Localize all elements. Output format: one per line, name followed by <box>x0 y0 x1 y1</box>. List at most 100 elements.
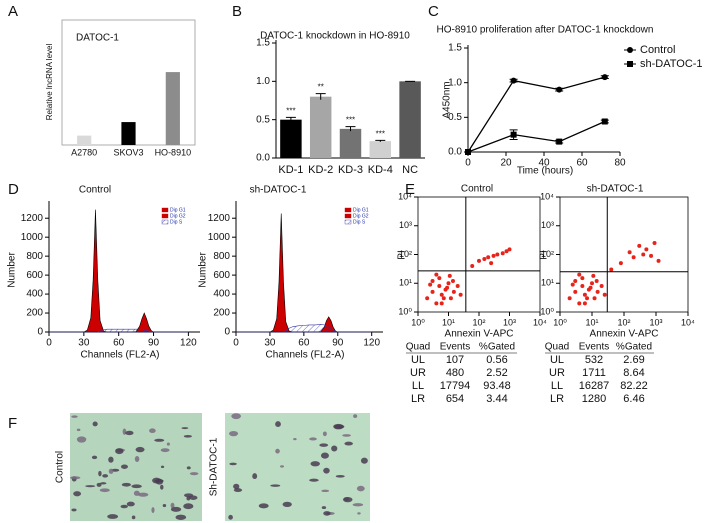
x-tick-label: 90 <box>148 338 160 349</box>
legend-label: Dip G2 <box>170 213 186 219</box>
point <box>439 292 444 297</box>
y-tick-label: 1000 <box>21 232 44 243</box>
legend-swatch <box>161 207 169 213</box>
point <box>450 278 455 283</box>
table-cell: 82.22 <box>620 380 648 392</box>
cell <box>100 482 107 485</box>
table-cell: LR <box>411 393 425 405</box>
point <box>577 301 582 306</box>
point <box>437 284 442 289</box>
cell <box>189 472 199 476</box>
point <box>582 301 587 306</box>
cell <box>170 502 175 509</box>
y-tick-label: 0 <box>37 327 43 338</box>
point <box>447 273 452 278</box>
cell <box>69 476 81 480</box>
point <box>631 255 636 260</box>
cell <box>108 456 114 463</box>
cell <box>319 443 329 447</box>
table-cell: 2.52 <box>486 367 507 379</box>
point <box>652 241 657 246</box>
point <box>641 252 646 257</box>
cell <box>134 455 140 462</box>
legend-swatch <box>344 219 352 225</box>
point <box>570 282 575 287</box>
point <box>504 249 509 254</box>
cell <box>258 503 269 509</box>
cell <box>352 503 364 507</box>
point <box>446 281 451 286</box>
cell <box>85 485 96 488</box>
plot-frame <box>417 196 541 313</box>
marker <box>556 138 563 145</box>
cell <box>135 446 145 453</box>
cell <box>275 421 281 428</box>
cell <box>342 496 353 503</box>
y-axis-label: Relative lncRNA level <box>45 44 54 121</box>
point <box>439 301 444 306</box>
cell <box>335 475 345 478</box>
cell <box>181 427 189 430</box>
table-header: Events <box>579 342 610 353</box>
point <box>582 292 587 297</box>
cell <box>170 506 182 512</box>
cell <box>280 465 285 468</box>
bar <box>309 96 332 158</box>
y-tick-label: 10² <box>541 249 554 259</box>
marker <box>510 77 517 84</box>
bar <box>339 128 362 158</box>
cell <box>120 504 128 509</box>
cell <box>360 457 368 464</box>
panel-letter: A <box>8 3 18 20</box>
cell <box>92 421 98 427</box>
y-axis-label: Number <box>198 252 209 288</box>
table-cell: 532 <box>585 354 603 366</box>
y-tick-label: 0.5 <box>448 112 462 123</box>
cell <box>320 452 329 459</box>
table-cell: UR <box>549 367 565 379</box>
cell <box>71 415 78 418</box>
photo-control <box>70 413 202 521</box>
y-tick-label: 10⁰ <box>540 306 554 316</box>
cell <box>107 514 119 519</box>
x-tick-label: KD-4 <box>368 164 393 176</box>
significance: ** <box>318 83 324 92</box>
x-tick-label: 80 <box>614 158 626 169</box>
legend-label: Dip S <box>353 219 366 225</box>
cell <box>233 483 240 490</box>
error-bar <box>375 139 386 142</box>
x-tick-label: 10⁴ <box>533 317 547 327</box>
table-cell: UL <box>411 354 425 366</box>
chart-title: HO-8910 proliferation after DATOC-1 knoc… <box>437 25 654 36</box>
x-tick-label: 30 <box>78 338 90 349</box>
point <box>644 247 649 252</box>
point <box>591 273 596 278</box>
cell <box>270 484 281 487</box>
table-header: Events <box>440 342 471 353</box>
y-axis-label: A450nm <box>442 81 453 118</box>
table-cell: 93.48 <box>483 380 511 392</box>
point <box>637 243 642 248</box>
y-tick-label: 0.0 <box>256 153 270 164</box>
point <box>656 258 661 263</box>
point <box>482 256 487 261</box>
y-tick-label: 1.5 <box>256 38 270 49</box>
legend-label: Dip G1 <box>170 207 186 213</box>
error-bar <box>285 116 296 122</box>
cell <box>166 442 170 446</box>
cell <box>233 488 243 493</box>
cell <box>183 435 192 438</box>
x-tick-label: 10⁴ <box>681 317 695 327</box>
cell <box>321 489 330 493</box>
x-tick-label: KD-2 <box>308 164 333 176</box>
y-tick-label: 1.5 <box>448 43 462 54</box>
cell <box>309 437 317 441</box>
table-cell: 1711 <box>582 367 606 379</box>
y-tick-label: 600 <box>213 270 230 281</box>
cell <box>131 484 142 489</box>
y-tick-label: 200 <box>26 308 43 319</box>
legend-label: sh-DATOC-1 <box>640 58 703 70</box>
cell <box>162 503 167 508</box>
x-tick-label: HO-8910 <box>155 147 192 157</box>
point <box>618 261 623 266</box>
